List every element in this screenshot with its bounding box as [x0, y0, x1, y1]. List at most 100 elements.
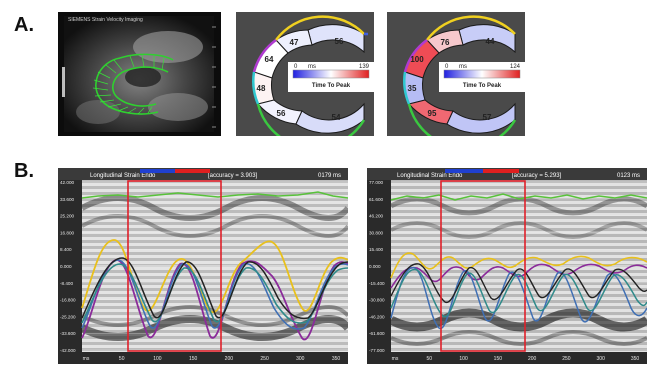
segment-value: 47 [290, 38, 299, 47]
strain-accuracy: [accuracy = 5.293] [512, 173, 562, 179]
bullseye-map-1: 56 47 64 48 56 54 0 ms 139 Time To Peak [236, 12, 374, 136]
y-tick-label: 16.800 [60, 230, 74, 235]
y-tick-label: 25.200 [60, 214, 74, 219]
outer-arc-green [407, 103, 517, 136]
curve-yellow [390, 252, 647, 279]
y-tick-label: -16.800 [60, 298, 76, 303]
y-tick-label: -15.400 [369, 281, 385, 286]
scale-min: 0 [294, 64, 298, 70]
segment-value: 57 [483, 113, 492, 122]
selection-window [440, 180, 526, 352]
y-tick-label: -8.400 [60, 281, 73, 286]
x-tick-label: ms [83, 356, 90, 362]
strain-time: 0179 ms [318, 173, 341, 179]
segment-mid-inferior [408, 99, 454, 125]
y-tick-label: 0.000 [60, 264, 72, 269]
echo-header: SIEMENS Strain Velocity Imaging [68, 17, 143, 23]
x-tick-label: 300 [296, 356, 305, 362]
x-tick-label: 350 [332, 356, 341, 362]
grid [82, 181, 348, 351]
x-axis-ticks: ms 50 100 150 200 250 300 350 [392, 356, 640, 362]
scale-min: 0 [445, 64, 449, 70]
y-tick-label: -30.800 [369, 298, 385, 303]
segment-value: 35 [408, 84, 417, 93]
curve-blue [390, 266, 647, 329]
x-tick-label: 200 [225, 356, 234, 362]
curve-green [81, 191, 348, 199]
segment-value: 76 [441, 38, 450, 47]
selection-window [127, 180, 222, 352]
outer-arc-cyan [403, 71, 411, 105]
outer-arc-yellow [425, 15, 516, 41]
y-tick-label: 8.400 [60, 247, 72, 252]
x-tick-label: 100 [153, 356, 162, 362]
top-colorbar [445, 169, 519, 173]
y-tick-label: -61.600 [369, 331, 385, 336]
y-tick-label: 46.200 [369, 214, 383, 219]
scale-max: 139 [359, 64, 370, 70]
y-axis-ticks: 42.000 33.600 25.200 16.800 8.400 0.000 -8.400… [60, 180, 76, 353]
curve-green [390, 193, 647, 201]
segment-mid-inferior [257, 99, 303, 125]
strain-right-svg: Longitudinal Strain Endo [accuracy = 5.2… [367, 168, 647, 364]
scale-unit: ms [459, 64, 467, 70]
x-tick-label: 100 [459, 356, 468, 362]
x-tick-label: 350 [631, 356, 640, 362]
segment-basal-anterior [458, 24, 516, 54]
segment-value: 56 [335, 37, 344, 46]
right-scale-ticks [212, 26, 216, 128]
curve-purple [81, 259, 348, 341]
echo-ultrasound-image: SIEMENS Strain Velocity Imaging [58, 12, 221, 136]
strain-accuracy: [accuracy = 3.903] [208, 173, 258, 179]
panel-label-a: A. [14, 14, 34, 36]
x-tick-label: ms [392, 356, 399, 362]
outer-arc-cyan [252, 71, 260, 105]
x-tick-label: 250 [562, 356, 571, 362]
curve-black [390, 263, 647, 303]
y-tick-label: 42.000 [60, 180, 74, 185]
y-tick-label: 33.600 [60, 197, 74, 202]
segment-basal-inferior [295, 102, 365, 134]
y-tick-label: 15.400 [369, 247, 383, 252]
scale-unit: ms [308, 64, 316, 70]
strain-title: Longitudinal Strain Endo [397, 173, 463, 179]
y-tick-label: -25.200 [60, 314, 76, 319]
x-tick-label: 200 [528, 356, 537, 362]
x-tick-label: 50 [427, 356, 433, 362]
segment-value: 44 [486, 37, 495, 46]
segment-value: 95 [428, 109, 437, 118]
echo-svg: SIEMENS Strain Velocity Imaging [58, 12, 221, 136]
bullseye-1-svg: 56 47 64 48 56 54 0 ms 139 Time To Peak [252, 15, 374, 136]
segment-value: 56 [277, 109, 286, 118]
panel-label-b: B. [14, 160, 34, 182]
depth-marker [62, 67, 65, 97]
tracking-vectors [92, 54, 165, 115]
x-tick-label: 250 [260, 356, 269, 362]
outer-arc-yellow [274, 15, 365, 41]
segment-basal-inferior [446, 102, 516, 134]
x-tick-label: 300 [597, 356, 606, 362]
top-colorbar-red [483, 169, 519, 173]
outer-arc-purple [252, 38, 277, 73]
strain-mmode-left: Longitudinal Strain Endo [accuracy = 3.9… [58, 168, 348, 364]
top-colorbar-red [175, 169, 210, 173]
segment-value: 48 [257, 84, 266, 93]
y-tick-label: 77.000 [369, 180, 383, 185]
y-tick-label: 30.800 [369, 230, 383, 235]
segment-value: 64 [265, 55, 274, 64]
curve-black [81, 257, 348, 320]
curve-yellow [81, 239, 348, 313]
strain-time: 0123 ms [617, 173, 640, 179]
x-tick-label: 150 [189, 356, 198, 362]
x-tick-label: 150 [494, 356, 503, 362]
segment-value: 100 [410, 55, 424, 64]
scale-caption: Time To Peak [312, 83, 351, 89]
y-tick-label: -42.000 [60, 348, 76, 353]
bullseye-2-svg: 44 76 100 35 95 57 0 ms 124 Time To Peak [403, 15, 525, 136]
y-tick-label: -77.000 [369, 348, 385, 353]
color-scale-legend: 0 ms 139 Time To Peak [288, 62, 374, 92]
color-scale-legend: 0 ms 124 Time To Peak [439, 62, 525, 92]
x-tick-label: 50 [119, 356, 125, 362]
outer-arc-purple [403, 38, 428, 73]
strain-left-svg: Longitudinal Strain Endo [accuracy = 3.9… [58, 168, 348, 364]
